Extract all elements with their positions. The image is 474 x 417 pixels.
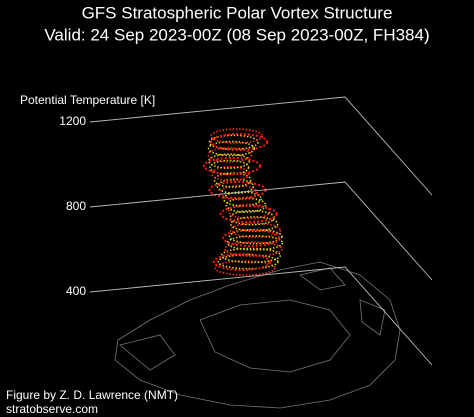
isosurface-ring: [214, 260, 276, 276]
isosurface-ring: [227, 203, 271, 220]
edge-ring: [210, 133, 269, 151]
level-plane: [89, 96, 433, 196]
isosurface-ring: [220, 247, 282, 264]
coastlines: [114, 261, 401, 409]
edge-ring: [203, 157, 262, 175]
isosurface-ring: [207, 147, 253, 163]
z-tick-label: 400: [66, 284, 86, 298]
isosurface-ring: [211, 165, 250, 182]
isosurface-ring: [230, 216, 279, 232]
vortex: [203, 128, 284, 276]
isosurface-ring: [224, 241, 283, 257]
chart-subtitle: Valid: 24 Sep 2023-00Z (08 Sep 2023-00Z,…: [44, 25, 429, 44]
edge-ring: [222, 229, 281, 247]
isosurface-ring: [217, 253, 279, 270]
isosurface-ring: [207, 153, 251, 169]
z-axis-label: Potential Temperature [K]: [20, 93, 155, 107]
credit: Figure by Z. D. Lawrence (NMT): [6, 388, 178, 402]
edge-ring: [219, 205, 278, 223]
isosurface-ring: [213, 172, 252, 188]
z-tick-label: 800: [66, 199, 86, 213]
isosurface-ring: [208, 134, 259, 151]
isosurface-ring: [207, 140, 256, 157]
z-tick-label: 1200: [59, 114, 86, 128]
level-plane: [89, 181, 433, 281]
isosurface-ring: [229, 222, 282, 239]
isosurface-ring: [210, 128, 264, 144]
edge-ring: [213, 253, 271, 271]
isosurface-ring: [216, 178, 255, 195]
isosurface-ring: [209, 159, 250, 176]
isosurface-ring: [226, 235, 284, 251]
level-plane: [89, 266, 433, 366]
source: stratobserve.com: [6, 402, 98, 416]
isosurface-ring: [225, 197, 267, 213]
isosurface-ring: [219, 184, 258, 201]
isosurface-ring: [228, 228, 283, 245]
chart-title: GFS Stratospheric Polar Vortex Structure: [82, 3, 393, 22]
